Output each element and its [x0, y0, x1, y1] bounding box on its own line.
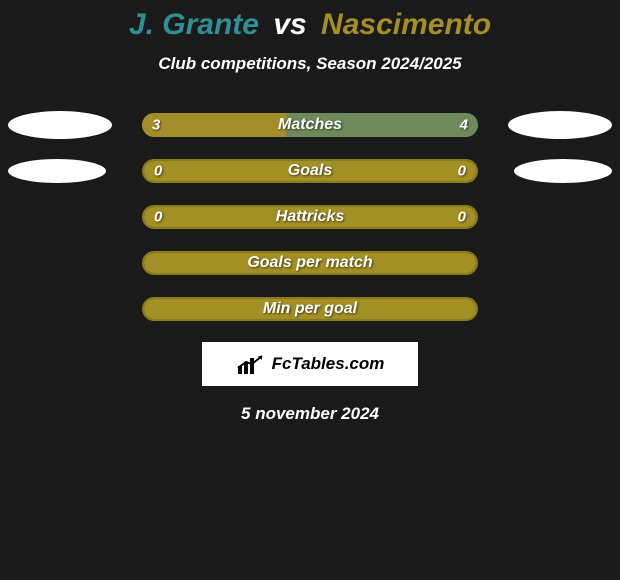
- stat-label: Min per goal: [263, 300, 357, 318]
- date-label: 5 november 2024: [0, 404, 620, 424]
- vs-label: vs: [273, 8, 306, 41]
- stat-label: Hattricks: [276, 208, 344, 226]
- stat-bar: Min per goal: [142, 297, 478, 321]
- page-title: J. Grante vs Nascimento: [0, 8, 620, 42]
- stat-row: Matches 3 4: [0, 102, 620, 148]
- stat-label: Matches: [278, 116, 342, 134]
- chart-icon: [236, 354, 266, 374]
- stat-value-left: 0: [154, 209, 162, 226]
- subtitle: Club competitions, Season 2024/2025: [0, 54, 620, 74]
- stat-value-left: 0: [154, 163, 162, 180]
- stat-row: Hattricks 0 0: [0, 194, 620, 240]
- player2-marker: [508, 111, 612, 139]
- stat-bar: Matches 3 4: [142, 113, 478, 137]
- stat-value-right: 4: [460, 117, 468, 134]
- stat-row: Goals per match: [0, 240, 620, 286]
- stat-value-right: 0: [458, 163, 466, 180]
- source-badge: FcTables.com: [202, 342, 418, 386]
- stat-bar: Goals 0 0: [142, 159, 478, 183]
- stat-label: Goals per match: [247, 254, 372, 272]
- stat-bar-seg-left: [142, 113, 286, 137]
- stat-bar: Goals per match: [142, 251, 478, 275]
- stat-label: Goals: [288, 162, 332, 180]
- comparison-infographic: J. Grante vs Nascimento Club competition…: [0, 0, 620, 424]
- player2-marker: [514, 159, 612, 183]
- player1-marker: [8, 159, 106, 183]
- stat-rows: Matches 3 4 Goals 0 0 Hattricks 0 0 Goals per mat…: [0, 102, 620, 332]
- stat-row: Goals 0 0: [0, 148, 620, 194]
- stat-value-left: 3: [152, 117, 160, 134]
- source-badge-text: FcTables.com: [272, 354, 385, 374]
- stat-value-right: 0: [458, 209, 466, 226]
- player2-name: Nascimento: [321, 8, 491, 41]
- player1-marker: [8, 111, 112, 139]
- player1-name: J. Grante: [129, 8, 259, 41]
- stat-bar: Hattricks 0 0: [142, 205, 478, 229]
- stat-row: Min per goal: [0, 286, 620, 332]
